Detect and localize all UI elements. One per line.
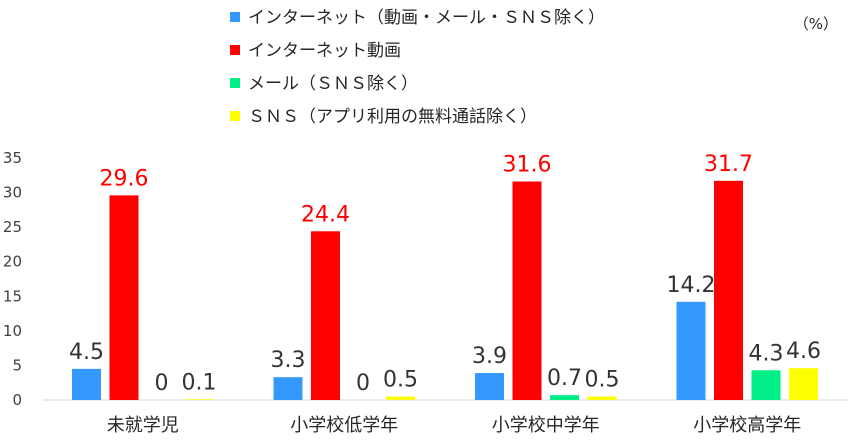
- y-tick-label: 5: [12, 356, 22, 374]
- y-axis: 0 5 10 15 20 25 30 35: [3, 149, 22, 409]
- legend-swatch-2: [230, 45, 240, 55]
- data-label-4-4: 4.6: [786, 339, 821, 364]
- bar-1-4: [676, 301, 706, 400]
- data-label-3-2: 0: [356, 371, 370, 396]
- data-label-2-3: 31.6: [503, 153, 552, 178]
- y-tick-label: 35: [3, 149, 22, 167]
- data-label-4-2: 0.5: [383, 368, 418, 393]
- data-label-3-1: 0: [155, 371, 169, 396]
- data-label-3-3: 0.7: [547, 366, 582, 391]
- x-tick-label: 小学校高学年: [693, 415, 801, 436]
- bar-3-4: [751, 370, 781, 400]
- bar-2-4: [714, 180, 743, 400]
- bar-2-2: [311, 231, 340, 400]
- unit-label: （%）: [794, 15, 838, 33]
- bar-1-2: [273, 377, 303, 400]
- bar-3-3: [550, 395, 579, 400]
- y-tick-label: 25: [3, 218, 22, 236]
- data-label-2-2: 24.4: [301, 202, 350, 227]
- bar-4-3: [587, 396, 617, 400]
- x-tick-label: 未就学児: [107, 415, 179, 436]
- bar-1-1: [72, 368, 101, 400]
- legend-label-2: インターネット動画: [248, 41, 401, 61]
- legend-swatch-3: [230, 78, 240, 88]
- legend-swatch-1: [230, 12, 240, 22]
- data-label-3-4: 4.3: [749, 341, 784, 366]
- x-axis: 未就学児 小学校低学年 小学校中学年 小学校高学年: [42, 399, 848, 436]
- data-label-4-1: 0.1: [182, 370, 217, 395]
- y-tick-label: 10: [3, 322, 22, 340]
- y-tick-label: 0: [12, 391, 22, 409]
- data-label-2-4: 31.7: [704, 152, 753, 177]
- bar-2-1: [109, 195, 139, 400]
- data-label-4-3: 0.5: [585, 368, 620, 393]
- legend-label-4: ＳＮＳ（アプリ利用の無料通話除く）: [248, 107, 537, 127]
- y-tick-label: 20: [3, 253, 22, 271]
- bar-4-4: [789, 368, 818, 400]
- y-tick-label: 30: [3, 184, 22, 202]
- data-label-1-1: 4.5: [69, 340, 104, 365]
- plot-area: [72, 180, 818, 400]
- data-label-1-4: 14.2: [667, 273, 716, 298]
- legend-label-1: インターネット（動画・メール・ＳＮＳ除く）: [248, 8, 605, 28]
- data-labels: 4.529.60 0.13.324.40 0.53.931.60.7 0.514.23…: [69, 152, 821, 396]
- x-tick-label: 小学校中学年: [492, 415, 600, 436]
- bar-4-1: [184, 399, 214, 400]
- bar-2-3: [512, 181, 542, 400]
- legend-swatch-4: [230, 111, 240, 121]
- bar-4-2: [386, 396, 415, 400]
- bar-1-3: [475, 373, 504, 400]
- x-tick-label: 小学校低学年: [290, 415, 398, 436]
- y-tick-label: 15: [3, 287, 22, 305]
- data-label-1-2: 3.3: [271, 348, 306, 373]
- data-label-2-1: 29.6: [100, 166, 149, 191]
- legend: インターネット（動画・メール・ＳＮＳ除く） インターネット動画メール（ＳＮＳ除く）…: [230, 8, 605, 127]
- legend-label-3: メール（ＳＮＳ除く）: [248, 74, 418, 94]
- data-label-1-3: 3.9: [472, 344, 507, 369]
